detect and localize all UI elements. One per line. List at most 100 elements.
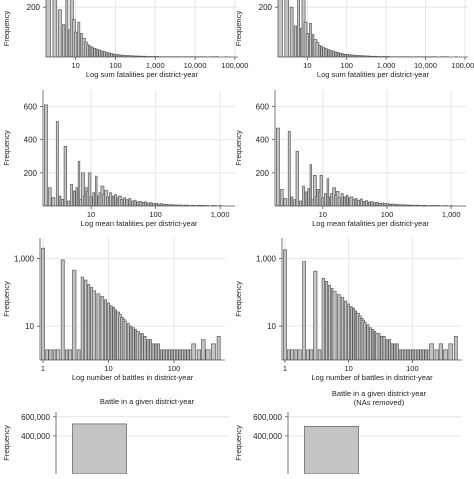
histogram-bar	[51, 197, 56, 206]
histogram-bar	[129, 325, 133, 360]
histogram-bar	[302, 261, 306, 360]
histogram-bar	[352, 199, 355, 206]
histogram-bar	[365, 200, 368, 206]
histogram-bar	[133, 199, 137, 206]
histogram-bar	[69, 0, 74, 57]
histogram-bar	[72, 269, 77, 360]
histogram-bar	[326, 178, 330, 206]
bars	[72, 423, 127, 474]
y-tick-label: 1,000	[14, 254, 35, 263]
histogram-bar	[100, 296, 104, 360]
x-axis-title: Log mean fatalities per district-year	[81, 219, 198, 228]
histogram-bar	[304, 425, 359, 474]
histogram-bar	[141, 333, 144, 360]
histogram-bar	[363, 321, 367, 360]
histogram-bar	[340, 297, 345, 360]
histogram-bar	[393, 343, 397, 360]
x-axis-title: Log mean fatalities per district-year	[312, 219, 429, 228]
histogram-bar	[377, 333, 381, 360]
y-tick-label: 1,000	[256, 254, 277, 263]
histogram-bar	[325, 281, 329, 360]
histogram-bar	[138, 201, 142, 206]
histogram-bar	[434, 349, 439, 360]
histogram-bar	[327, 49, 330, 57]
histogram-bar	[105, 52, 109, 57]
x-tick-label: 10	[303, 61, 311, 70]
histogram-bar	[149, 339, 152, 360]
panel-battle-right: 400,000 600,000 Frequency Battle in a given…	[234, 389, 462, 474]
histogram-bar	[92, 192, 96, 206]
histogram-bar	[68, 349, 73, 360]
histogram-bar	[429, 343, 434, 360]
histogram-bar	[159, 349, 163, 360]
histogram-bar	[401, 349, 404, 360]
histogram-bar	[357, 199, 361, 206]
histogram-bar	[306, 349, 310, 360]
histogram-bar	[332, 291, 337, 360]
histogram-bar	[411, 349, 415, 360]
histogram-bar	[290, 349, 295, 360]
histogram-bar	[149, 202, 153, 206]
histogram-bar	[103, 51, 106, 57]
histogram-bar	[390, 343, 394, 360]
histogram-bar	[339, 52, 342, 57]
x-tick-label: 10	[319, 210, 327, 219]
x-tick-label: 1,000	[377, 61, 396, 70]
y-axis-title: Frequency	[234, 281, 243, 317]
histogram-bar	[283, 198, 288, 206]
y-tick-label: 10	[25, 322, 34, 331]
histogram-bar	[280, 189, 284, 206]
histogram-bar	[143, 335, 147, 360]
histogram-bar	[337, 197, 341, 206]
histogram-bar	[72, 423, 127, 474]
y-tick-label: 200	[24, 169, 38, 178]
histogram-bar	[424, 349, 428, 360]
x-tick-label: 10	[104, 364, 112, 373]
histogram-bar	[80, 276, 85, 360]
histogram-bar	[126, 323, 130, 360]
histogram-bar	[146, 339, 150, 360]
y-axis-title: Frequency	[234, 425, 243, 461]
bars	[276, 127, 454, 206]
histogram-bar	[89, 196, 93, 206]
histogram-bar	[352, 307, 355, 360]
histogram-bar	[96, 48, 99, 57]
histogram-bar	[276, 127, 280, 206]
histogram-bar	[297, 0, 300, 57]
histogram-bar	[138, 333, 142, 360]
y-tick-label: 400	[256, 136, 270, 145]
gridlines	[46, 0, 238, 57]
y-tick-label: 10	[267, 322, 276, 331]
histogram-bar	[181, 349, 184, 360]
histogram-bar	[324, 193, 327, 206]
histogram-bar	[62, 24, 66, 57]
histogram-bar	[81, 172, 85, 206]
histogram-bar	[205, 349, 211, 360]
y-tick-label: 200	[259, 3, 273, 12]
histogram-bar	[419, 349, 423, 360]
histogram-bar	[132, 327, 135, 360]
x-axis-title: Log sum fatalities per district-year	[317, 70, 430, 79]
y-tick-label: 200	[256, 169, 270, 178]
panel-mean-right: 200 400 600 10 100 1,000 Log mean fatalities p…	[234, 90, 466, 228]
histogram-bar	[305, 33, 309, 57]
histogram-bar	[321, 277, 325, 360]
histogram-bar	[112, 306, 115, 360]
histogram-bar	[216, 335, 221, 360]
histogram-bar	[307, 188, 310, 206]
x-tick-label: 10,000	[184, 61, 207, 70]
histogram-bar	[144, 201, 147, 206]
histogram-bar	[324, 48, 328, 57]
y-axis-title: Frequency	[2, 425, 11, 461]
histogram-bar	[380, 335, 383, 360]
y-tick-label: 600	[24, 103, 38, 112]
chart-title: Battle in a given district-year	[332, 389, 427, 398]
histogram-bar	[344, 53, 347, 57]
histogram-bar	[381, 202, 384, 206]
histogram-bar	[414, 349, 417, 360]
x-axis-title: Log sum fatalities per district-year	[86, 70, 199, 79]
histogram-bar	[48, 349, 53, 360]
histogram-bar	[340, 193, 344, 206]
histogram-bar	[367, 201, 371, 206]
